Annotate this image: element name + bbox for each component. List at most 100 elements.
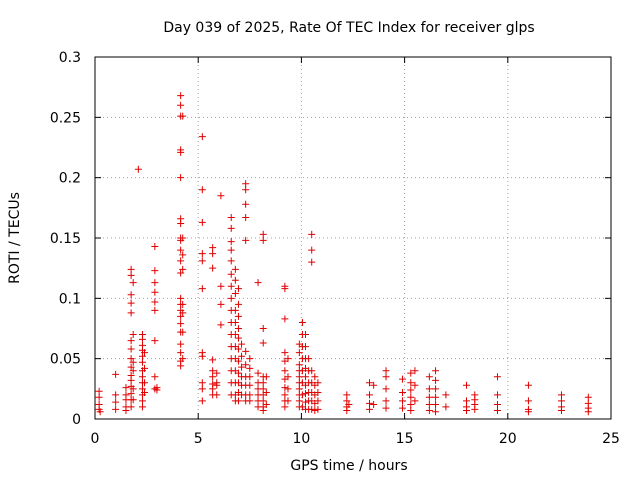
- data-point: [242, 361, 250, 369]
- data-point: [246, 373, 254, 381]
- data-point: [524, 381, 532, 389]
- data-point: [343, 391, 351, 399]
- data-point: [308, 405, 316, 413]
- data-point: [259, 339, 267, 347]
- data-point: [242, 236, 250, 244]
- data-point: [127, 355, 135, 363]
- data-point: [234, 325, 242, 332]
- data-point: [382, 367, 390, 375]
- data-point: [141, 364, 149, 372]
- data-point: [370, 381, 378, 389]
- data-point: [302, 343, 310, 351]
- data-point: [129, 331, 137, 339]
- data-point: [179, 328, 187, 336]
- x-tick-label: 5: [194, 431, 203, 447]
- data-point: [141, 388, 149, 396]
- data-point: [231, 331, 239, 339]
- data-point: [314, 379, 322, 387]
- data-point: [177, 174, 185, 182]
- data-point: [127, 299, 135, 307]
- data-point: [231, 265, 239, 273]
- y-tick-label: 0.3: [59, 50, 81, 66]
- y-tick-label: 0.1: [59, 291, 81, 307]
- data-point: [242, 347, 250, 355]
- data-point: [425, 373, 433, 381]
- chart-title: Day 039 of 2025, Rate Of TEC Index for r…: [163, 20, 534, 36]
- data-point: [281, 391, 289, 399]
- data-point: [177, 362, 185, 370]
- data-point: [425, 385, 433, 393]
- data-point: [231, 318, 239, 326]
- grid: [95, 57, 611, 419]
- data-point: [302, 390, 310, 398]
- data-point: [382, 397, 390, 405]
- data-point: [127, 403, 135, 411]
- data-point: [179, 234, 187, 242]
- data-point: [122, 384, 130, 392]
- data-point: [284, 397, 292, 405]
- data-point: [308, 230, 316, 238]
- data-point: [471, 405, 479, 413]
- data-point: [246, 391, 254, 399]
- data-point: [112, 370, 120, 378]
- data-point: [151, 288, 159, 296]
- y-tick-label: 0.15: [50, 231, 81, 247]
- data-point: [112, 398, 120, 406]
- data-point: [281, 384, 289, 392]
- data-point: [281, 285, 289, 293]
- data-point: [425, 401, 433, 409]
- data-point: [242, 200, 250, 208]
- data-point: [314, 405, 322, 413]
- data-point: [127, 363, 135, 371]
- data-point: [227, 224, 235, 232]
- data-point: [227, 246, 235, 254]
- data-point: [399, 375, 407, 383]
- data-point: [411, 381, 419, 389]
- data-point: [366, 379, 374, 387]
- data-point: [112, 391, 120, 399]
- data-point: [254, 369, 262, 377]
- data-point: [138, 397, 146, 405]
- data-point: [557, 397, 565, 405]
- data-point: [343, 407, 351, 415]
- data-point: [298, 391, 306, 399]
- y-tick-label: 0: [72, 412, 81, 428]
- data-point: [432, 385, 440, 393]
- data-point: [432, 393, 440, 401]
- data-point: [238, 340, 246, 348]
- data-point: [557, 391, 565, 399]
- data-point: [198, 186, 206, 194]
- data-point: [407, 401, 415, 409]
- data-point: [198, 397, 206, 405]
- data-point: [198, 352, 206, 360]
- data-point: [177, 340, 185, 348]
- data-point: [281, 403, 289, 411]
- data-point: [177, 148, 185, 156]
- data-point: [259, 236, 267, 244]
- data-point: [311, 407, 319, 415]
- y-tick-label: 0.05: [50, 352, 81, 368]
- data-point: [129, 358, 137, 366]
- data-point: [227, 282, 235, 290]
- data-point: [524, 408, 532, 416]
- data-point: [493, 401, 501, 409]
- data-point: [311, 373, 319, 381]
- data-point: [127, 345, 135, 353]
- data-point: [493, 373, 501, 381]
- data-point: [177, 92, 185, 100]
- data-point: [122, 407, 130, 415]
- x-tick-label: 20: [499, 431, 517, 447]
- data-point: [138, 385, 146, 393]
- data-point: [177, 320, 185, 328]
- data-point: [407, 407, 415, 415]
- data-point: [231, 290, 239, 298]
- data-point: [366, 391, 374, 399]
- data-point: [127, 337, 135, 345]
- x-axis-label: GPS time / hours: [290, 458, 407, 474]
- data-point: [231, 306, 239, 314]
- data-point: [127, 271, 135, 279]
- data-point: [129, 385, 137, 393]
- plot-frame: [94, 56, 612, 420]
